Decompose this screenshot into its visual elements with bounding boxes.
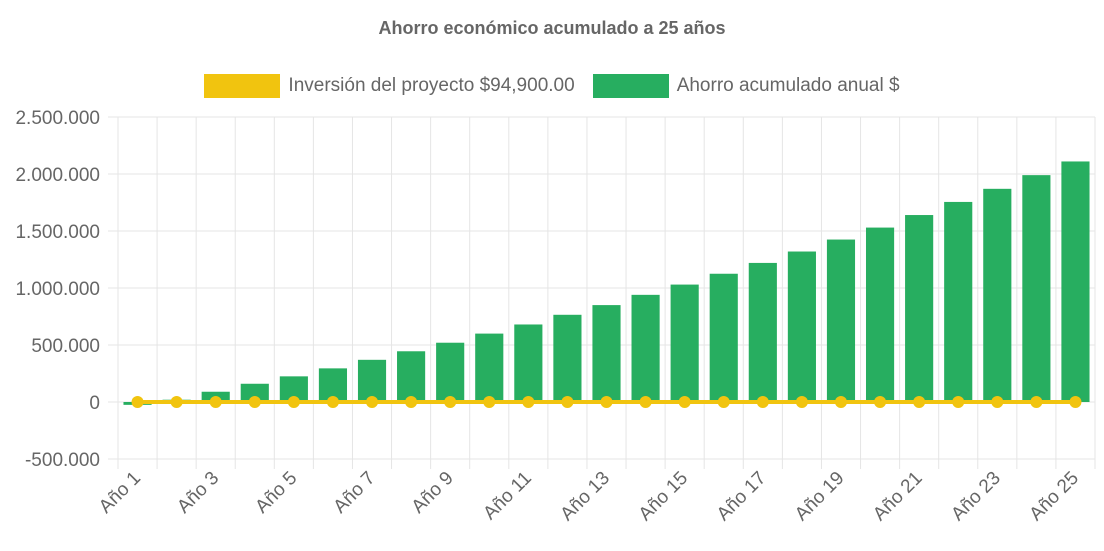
x-tick-label: Año 19 <box>791 468 848 525</box>
bar-año-14 <box>631 294 660 402</box>
investment-point <box>795 396 808 408</box>
y-tick-label: 500.000 <box>31 336 100 357</box>
legend-item-investment[interactable]: Inversión del proyecto $94,900.00 <box>204 74 575 98</box>
x-tick-label: Año 13 <box>557 468 614 525</box>
investment-point <box>874 396 887 408</box>
legend-swatch-investment <box>204 74 281 98</box>
investment-point <box>405 396 418 408</box>
x-tick-label: Año 17 <box>713 468 770 525</box>
y-tick-label: 0 <box>89 393 100 414</box>
bar-año-7 <box>357 359 387 402</box>
bar-año-9 <box>436 342 465 402</box>
investment-point <box>561 396 574 408</box>
chart-title: Ahorro económico acumulado a 25 años <box>378 18 726 38</box>
y-tick-label: 2.500.000 <box>15 108 100 129</box>
investment-point <box>834 396 847 408</box>
bar-año-18 <box>787 251 816 402</box>
bar-año-23 <box>983 188 1012 402</box>
bar-año-20 <box>865 227 895 402</box>
bar-año-25 <box>1061 161 1090 402</box>
bar-año-24 <box>1022 175 1051 402</box>
bar-año-17 <box>748 262 777 402</box>
legend-item-savings[interactable]: Ahorro acumulado anual $ <box>592 74 900 98</box>
x-tick-label: Año 23 <box>947 468 1004 525</box>
x-tick-label: Año 21 <box>869 468 926 525</box>
y-tick-label: -500.000 <box>25 450 100 471</box>
investment-point <box>678 396 691 408</box>
investment-point <box>131 396 144 408</box>
investment-point <box>366 396 379 408</box>
x-tick-label: Año 7 <box>330 468 380 518</box>
legend-label-savings: Ahorro acumulado anual $ <box>676 75 900 96</box>
x-tick-label: Año 5 <box>251 468 301 518</box>
investment-point <box>600 396 613 408</box>
investment-point <box>444 396 457 408</box>
legend-swatch-savings <box>592 74 669 98</box>
bar-año-21 <box>905 215 934 402</box>
investment-point <box>756 396 769 408</box>
investment-point <box>1069 396 1082 408</box>
bar-año-10 <box>475 333 504 402</box>
investment-point <box>170 396 183 408</box>
bar-año-13 <box>592 305 621 402</box>
legend-label-investment: Inversión del proyecto $94,900.00 <box>288 75 575 96</box>
y-tick-label: 2.000.000 <box>15 165 100 186</box>
investment-point <box>1030 396 1043 408</box>
x-tick-label: Año 3 <box>173 468 223 518</box>
x-tick-label: Año 25 <box>1026 468 1083 525</box>
y-tick-label: 1.000.000 <box>15 279 100 300</box>
investment-point <box>483 396 496 408</box>
investment-point <box>522 396 535 408</box>
bar-año-22 <box>944 201 973 402</box>
bar-año-19 <box>826 239 856 402</box>
y-tick-label: 1.500.000 <box>15 222 100 243</box>
investment-point <box>952 396 965 408</box>
bar-año-12 <box>553 314 582 402</box>
x-tick-label: Año 11 <box>479 468 535 524</box>
investment-point <box>209 396 222 408</box>
bar-año-16 <box>709 273 738 402</box>
bar-año-4 <box>240 383 269 402</box>
investment-point <box>913 396 926 408</box>
x-tick-label: Año 9 <box>408 468 458 518</box>
investment-point <box>287 396 300 408</box>
investment-point <box>326 396 339 408</box>
x-tick-label: Año 1 <box>95 468 145 518</box>
bar-año-11 <box>514 324 543 402</box>
investment-point <box>248 396 261 408</box>
investment-point <box>717 396 730 408</box>
bar-año-15 <box>670 284 699 402</box>
legend: Inversión del proyecto $94,900.00 Ahorro… <box>0 74 1104 98</box>
investment-point <box>639 396 652 408</box>
x-tick-label: Año 15 <box>635 468 692 525</box>
investment-point <box>991 396 1004 408</box>
bar-año-8 <box>397 351 426 402</box>
